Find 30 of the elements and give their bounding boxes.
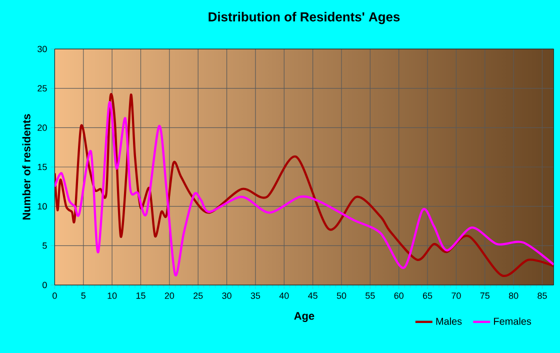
- x-tick-label: 50: [336, 292, 346, 299]
- x-tick-label: 0: [52, 292, 57, 299]
- y-tick-label: 25: [38, 85, 47, 92]
- x-tick-label: 35: [250, 292, 260, 299]
- y-tick-label: 30: [38, 46, 47, 52]
- x-tick-label: 40: [279, 292, 289, 299]
- x-tick-label: 55: [366, 292, 375, 299]
- x-tick-label: 25: [194, 292, 203, 299]
- y-tick-label: 20: [38, 124, 47, 131]
- x-tick-label: 20: [164, 292, 174, 299]
- x-tick-label: 80: [508, 292, 518, 299]
- x-tick-label: 85: [538, 292, 547, 299]
- y-tick-label: 5: [42, 242, 47, 249]
- x-tick-label: 65: [422, 292, 432, 299]
- x-tick-label: 15: [136, 292, 146, 299]
- x-tick-label: 70: [452, 292, 461, 299]
- x-tick-label: 60: [394, 292, 404, 299]
- y-tick-label: 15: [38, 164, 47, 170]
- y-axis-title: Number of residents: [22, 114, 30, 220]
- legend-label: Females: [494, 318, 532, 325]
- y-tick-label: 10: [38, 203, 47, 210]
- legend-label: Males: [436, 318, 462, 325]
- y-tick-label: 0: [42, 282, 47, 288]
- chart-title: Distribution of Residents' Ages: [208, 12, 400, 24]
- x-tick-label: 30: [222, 292, 232, 299]
- x-tick-label: 10: [108, 292, 117, 299]
- x-tick-label: 75: [480, 292, 490, 299]
- x-axis-title: Age: [294, 312, 314, 322]
- x-tick-label: 5: [81, 292, 86, 299]
- x-tick-label: 45: [308, 292, 318, 299]
